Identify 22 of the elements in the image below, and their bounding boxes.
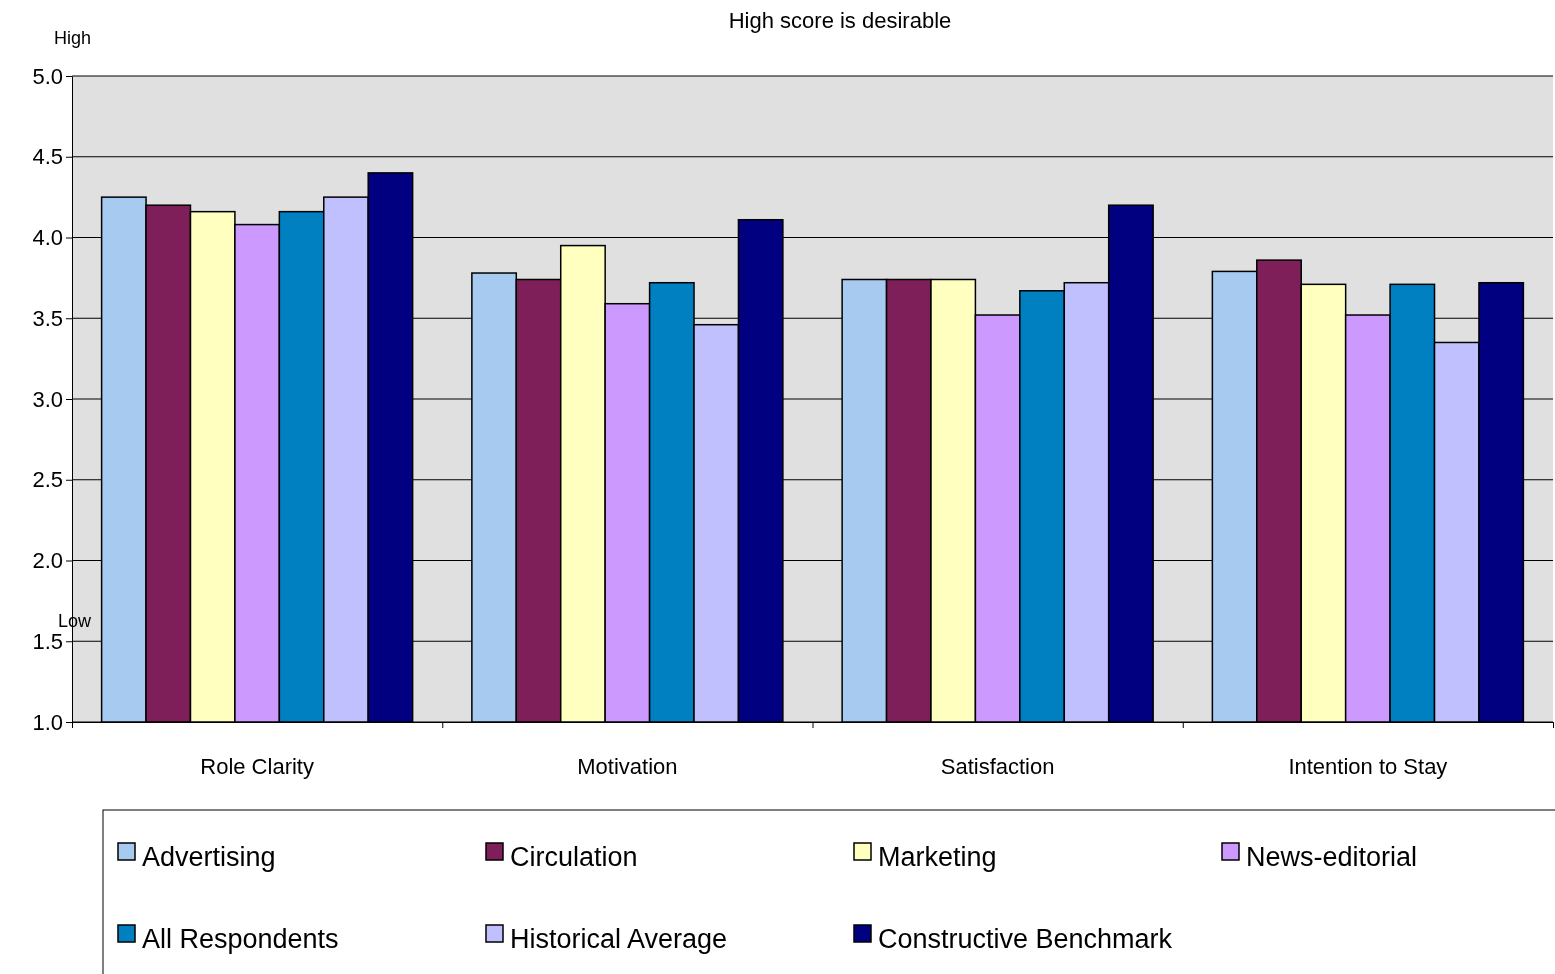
legend-label: Circulation: [510, 842, 638, 872]
x-tick-label: Intention to Stay: [1288, 754, 1448, 779]
legend-label: Marketing: [878, 842, 997, 872]
y-tick-label: 2.5: [32, 467, 63, 493]
text: High: [54, 28, 92, 48]
y-tick-label: 4.5: [32, 144, 63, 170]
y-tick-label: 5.0: [32, 63, 63, 89]
x-tick-label: Motivation: [577, 754, 678, 779]
legend-label: All Respondents: [142, 924, 339, 954]
legend-label: Historical Average: [510, 924, 728, 954]
chart-title: High score is desirable: [728, 8, 952, 33]
y-tick-label: 2.0: [32, 548, 63, 574]
y-tick-label: 3.0: [32, 386, 63, 412]
x-tick-label: Role Clarity: [200, 754, 314, 779]
legend-label: Advertising: [142, 842, 276, 872]
x-tick-label: Satisfaction: [940, 754, 1055, 779]
y-tick-label: 1.0: [32, 709, 63, 735]
legend-label: Constructive Benchmark: [878, 924, 1173, 954]
y-tick-label: 3.5: [32, 305, 63, 331]
y-tick-label: 4.0: [32, 225, 63, 251]
legend-label: News-editorial: [1246, 842, 1418, 872]
y-tick-label: 1.5: [32, 628, 63, 654]
